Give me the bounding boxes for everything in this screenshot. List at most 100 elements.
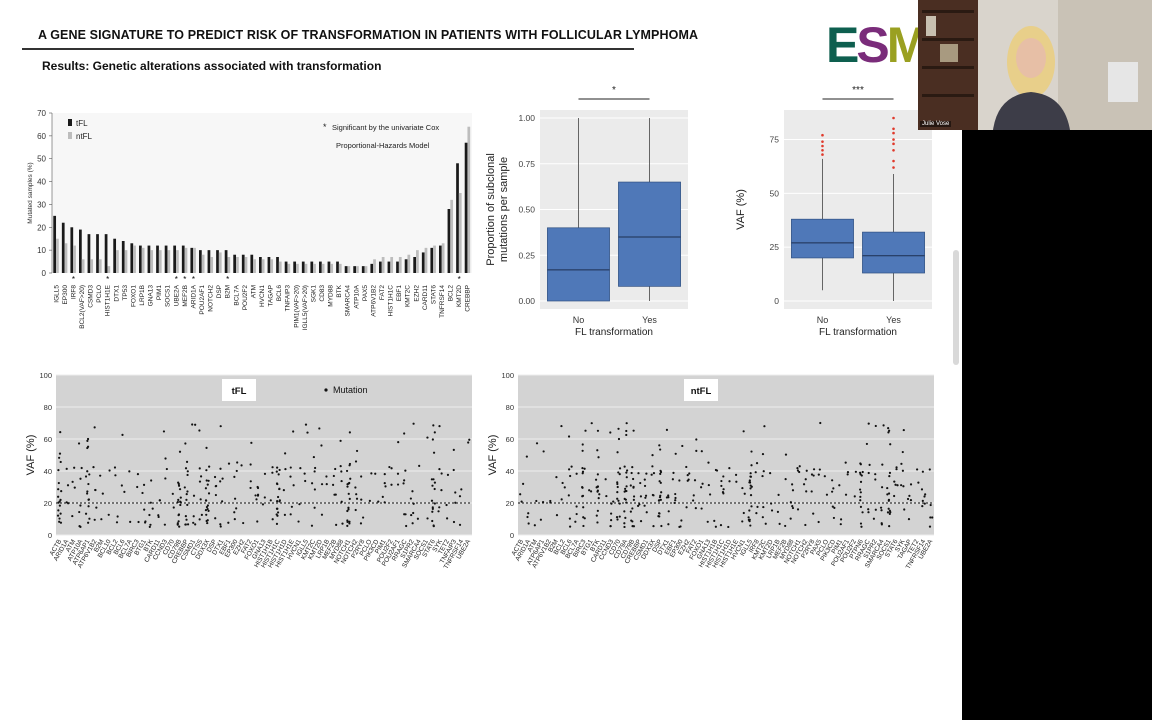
scatter-mutation-point [623, 510, 626, 513]
scatter-mutation-point [310, 482, 314, 485]
scatter-mutation-point [198, 467, 201, 470]
bar-y-axis-label: Mutated samples (%) [27, 162, 34, 223]
scatter-mutation-point [539, 518, 542, 521]
scatter-mutation-point [278, 499, 281, 502]
bar-tfl [207, 250, 211, 273]
scatter-mutation-point [631, 466, 634, 469]
scatter-mutation-point [838, 484, 841, 487]
vaf-box-plot: 0 25 50 75 No Yes FL transformation *** VAF (%) [735, 85, 932, 338]
scatter-mutation-point [625, 476, 628, 479]
scatter-mutation-point [888, 474, 891, 478]
box-y-tick-label: 0.50 [518, 205, 535, 215]
scatter-mutation-point [685, 506, 688, 509]
scatter-mutation-point [275, 482, 279, 485]
scatter-mutation-point [340, 470, 343, 473]
scatter-mutation-point [888, 471, 892, 474]
scatter-mutation-point [198, 429, 201, 432]
scatter-mutation-point [526, 515, 529, 519]
bar-category-label: CD83 [319, 285, 326, 302]
scatter-mutation-point [659, 498, 662, 501]
bar-ntfl [278, 261, 282, 273]
box-significance-marker: *** [852, 85, 864, 96]
bar-tfl [113, 238, 117, 273]
scatter-mutation-point [888, 509, 891, 512]
bar-category-label: TP53 [122, 285, 129, 301]
scatter-mutation-point [430, 499, 434, 502]
scatter-mutation-point [596, 509, 599, 512]
scatter-mutation-point [659, 481, 662, 484]
scatter-mutation-point [756, 505, 759, 508]
scatter-mutation-point [645, 472, 648, 475]
scatter-mutation-point [411, 522, 414, 525]
scatter-mutation-point [583, 467, 586, 470]
scatter-mutation-point [396, 472, 400, 475]
scatter-mutation-point [714, 525, 717, 528]
scatter-mutation-point [651, 493, 654, 497]
scatter-y-tick-label: 100 [501, 371, 514, 380]
scatter-mutation-point [749, 487, 752, 490]
box-y-tick-label: 75 [770, 135, 780, 145]
scatter-mutation-point [832, 487, 835, 490]
scatter-mutation-point [521, 482, 525, 485]
scatter-mutation-point [165, 467, 168, 471]
scatter-mutation-point [749, 524, 752, 527]
scatter-mutation-point [404, 469, 407, 472]
bar-ntfl [313, 263, 316, 273]
scatter-mutation-point [137, 520, 140, 524]
scatter-mutation-point [568, 525, 572, 528]
scatter-mutation-point [805, 469, 808, 472]
scatter-mutation-point [80, 466, 83, 470]
scatter-mutation-point [818, 468, 821, 471]
scatter-mutation-point [728, 480, 731, 483]
scatter-mutation-point [618, 472, 621, 476]
scatter-mutation-point [549, 501, 552, 504]
box-outlier [892, 131, 895, 135]
scatter-mutation-point [707, 483, 710, 487]
scatter-mutation-point [233, 518, 236, 521]
scatter-mutation-point [292, 484, 295, 487]
scatter-mutation-point [900, 484, 903, 487]
bar-ntfl [338, 263, 342, 273]
scatter-mutation-point [403, 513, 406, 516]
scatter-mutation-point [101, 492, 104, 495]
scatter-mutation-point [233, 497, 237, 500]
bar-tfl [344, 266, 348, 273]
scatter-mutation-point [754, 471, 757, 474]
scatter-mutation-point [561, 481, 564, 485]
scatter-mutation-point [535, 442, 539, 445]
scatter-mutation-point [867, 508, 870, 511]
scatter-mutation-point [596, 429, 600, 432]
scatter-mutation-point [688, 472, 691, 475]
bar-tfl [96, 234, 99, 273]
bar-ntfl [261, 259, 265, 273]
scatter-mutation-point [596, 490, 599, 493]
scatter-mutation-point [347, 508, 350, 511]
title-rule [22, 48, 634, 50]
bar-ntfl [56, 238, 59, 273]
scatter-mutation-point [901, 450, 904, 454]
bar-ntfl [441, 243, 445, 273]
scatter-mutation-point [693, 479, 697, 482]
scatter-mutation-point [629, 484, 632, 487]
scrollbar[interactable] [953, 250, 959, 365]
scatter-mutation-point [886, 486, 889, 490]
scatter-mutation-point [177, 484, 181, 487]
scatter-mutation-point [748, 481, 752, 484]
scatter-mutation-point [412, 422, 415, 425]
scatter-mutation-point [549, 499, 552, 503]
scatter-mutation-point [651, 465, 654, 468]
bar-ntfl [270, 259, 274, 273]
scatter-mutation-point [186, 470, 189, 473]
scatter-y-tick-label: 80 [506, 403, 514, 412]
scatter-mutation-point [674, 452, 677, 455]
scatter-mutation-point [298, 503, 301, 506]
scatter-mutation-point [931, 516, 934, 519]
scatter-mutation-point [605, 494, 608, 498]
scatter-mutation-point [617, 437, 621, 441]
scatter-mutation-point [458, 495, 462, 498]
scatter-mutation-point [541, 501, 545, 504]
scatter-mutation-point [432, 525, 435, 528]
scatter-mutation-point [108, 469, 111, 472]
scatter-mutation-point [374, 472, 377, 475]
scatter-mutation-point [665, 428, 669, 431]
